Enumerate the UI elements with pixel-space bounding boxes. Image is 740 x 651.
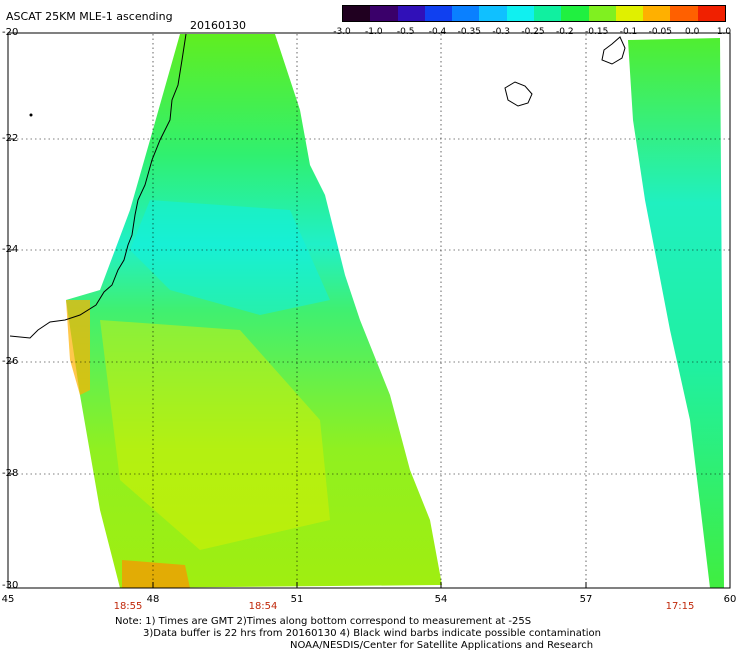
color-scale-tick-label: -0.3 [492,27,510,37]
y-label-2: -22 [2,133,19,144]
reunion-island [504,81,533,107]
swath-east [628,38,724,588]
color-scale-tick-label: -0.15 [585,27,609,37]
color-scale-tick-label: -0.2 [556,27,574,37]
y-label-1: -20 [2,27,19,38]
color-scale-tick-label: -1.0 [365,27,383,37]
color-scale-tick-label: -0.5 [396,27,415,37]
swath-west-warm-patch-2 [122,560,190,588]
color-scale-segment [506,6,534,21]
small-island-dot [29,113,33,117]
color-scale-segment [643,6,671,21]
note-line-2: 3)Data buffer is 22 hrs from 20160130 4)… [143,628,601,639]
note-line-3: NOAA/NESDIS/Center for Satellite Applica… [290,640,594,651]
x-label-3: 51 [290,594,304,605]
color-scale-segment [670,6,698,21]
color-scale-segment [343,6,371,21]
color-scale-segment [397,6,425,21]
x-label-2: 48 [146,594,160,605]
time-label-2: 18:54 [248,601,278,612]
color-scale-segment [588,6,616,21]
swath-west-yellow [100,320,330,550]
color-scale-tick-label: 0.0 [684,27,700,37]
color-scale-segment [615,6,644,21]
color-scale-bar [342,5,726,22]
color-scale-tick-label: -3.0 [333,27,351,37]
color-scale-segment [479,6,507,21]
color-scale-segment [561,6,589,21]
map-frame [7,32,731,589]
y-label-3: -24 [2,244,19,255]
swath-west-warm-patch [66,300,90,395]
x-label-6: 60 [723,594,737,605]
graticule [8,34,730,588]
time-label-3: 17:15 [665,601,695,612]
color-scale-tick-label: -0.1 [619,27,638,37]
color-scale-tick-label: -0.25 [521,27,545,37]
x-label-1: 45 [1,594,15,605]
product-date: 20160130 [190,19,246,32]
color-scale-tick-label: 1.0 [716,27,732,37]
axis-ticks [8,32,587,588]
color-scale-segment [452,6,480,21]
note-line-1: Note: 1) Times are GMT 2)Times along bot… [115,616,532,627]
x-label-4: 54 [434,594,448,605]
color-scale-segment [533,6,562,21]
color-scale-segment [697,6,725,21]
color-scale-segment [424,6,453,21]
mauritius-island [601,36,626,65]
color-scale-tick-label: -0.05 [648,27,672,37]
color-scale-tick-label: -0.4 [428,27,447,37]
color-scale-segment [370,6,398,21]
madagascar-coastline [9,33,187,339]
product-title: ASCAT 25KM MLE-1 ascending [6,10,173,23]
x-label-5: 57 [579,594,593,605]
swath-west-cyan [130,200,330,315]
y-label-5: -28 [2,468,19,479]
y-label-4: -26 [2,356,19,367]
color-scale-tick-label: -0.35 [457,27,481,37]
y-label-6: -30 [2,580,19,591]
time-label-1: 18:55 [113,601,143,612]
